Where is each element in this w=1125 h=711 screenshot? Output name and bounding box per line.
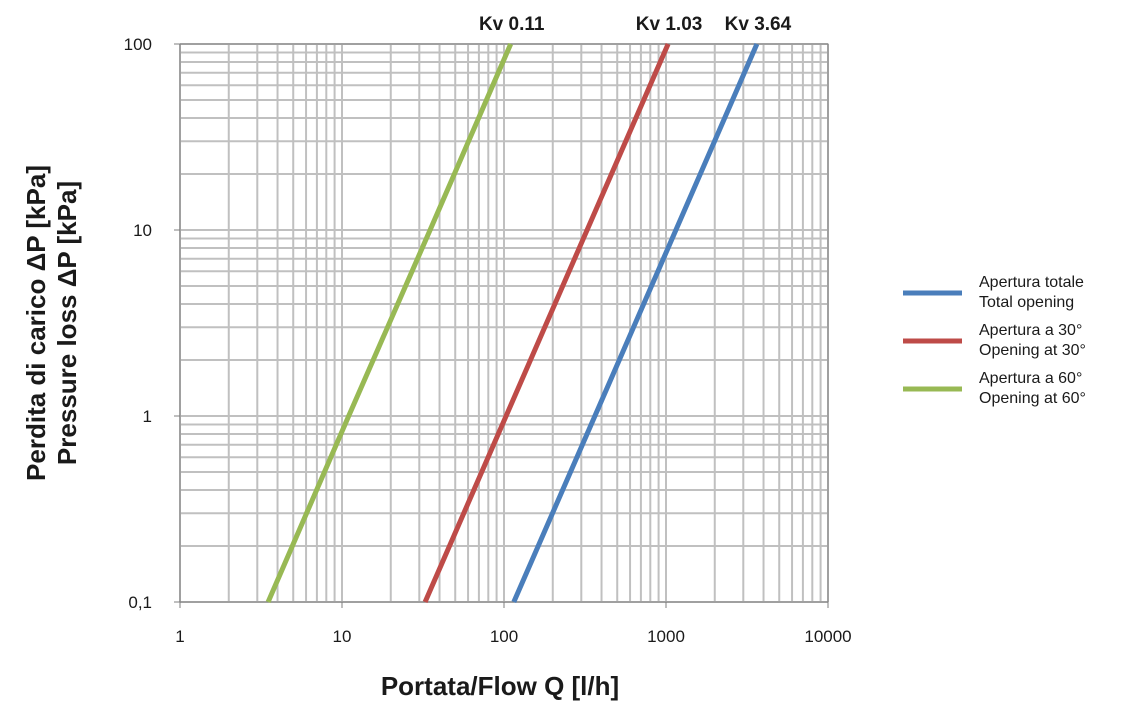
- legend-label: Opening at 30°: [979, 342, 1086, 359]
- series-lines: [265, 43, 760, 603]
- y-tick-labels: 0,1 1 10 100: [124, 35, 152, 612]
- legend-label: Opening at 60°: [979, 390, 1086, 407]
- series-line: [265, 43, 513, 603]
- y-tick-label: 100: [124, 35, 152, 54]
- x-tick-label: 100: [490, 627, 518, 646]
- x-tick-label: 10000: [804, 627, 851, 646]
- legend-label: Total opening: [979, 294, 1074, 311]
- y-axis-title-line-2: Pressure loss ΔP [kPa]: [52, 181, 82, 465]
- legend-label: Apertura totale: [979, 274, 1084, 291]
- x-tick-label: 1000: [647, 627, 685, 646]
- plot-grid: [179, 43, 829, 603]
- y-tick-label: 0,1: [128, 593, 152, 612]
- y-tick-label: 10: [133, 221, 152, 240]
- y-tick-label: 1: [143, 407, 152, 426]
- x-axis-title: Portata/Flow Q [l/h]: [381, 671, 619, 701]
- series-line: [511, 43, 760, 603]
- y-axis-title-line-1: Perdita di carico ΔP [kPa]: [21, 165, 51, 481]
- x-tick-label: 1: [175, 627, 184, 646]
- x-tick-labels: 1 10 100 1000 10000: [175, 627, 851, 646]
- series-line: [422, 43, 671, 603]
- kv-label: Kv 1.03: [636, 14, 703, 35]
- x-tick-label: 10: [333, 627, 352, 646]
- kv-label: Kv 3.64: [725, 14, 792, 35]
- legend-label: Apertura a 30°: [979, 322, 1082, 339]
- legend: Apertura totale Total opening Apertura a 3…: [903, 274, 1086, 407]
- plot-axes: [174, 43, 829, 608]
- kv-labels: Kv 3.64 Kv 1.03 Kv 0.11: [479, 14, 792, 35]
- kv-label: Kv 0.11: [479, 14, 545, 35]
- legend-label: Apertura a 60°: [979, 370, 1082, 387]
